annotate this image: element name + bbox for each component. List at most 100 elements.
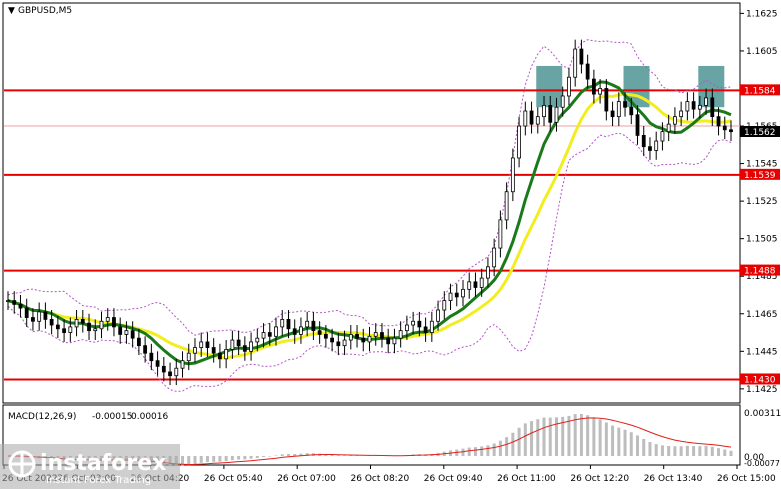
x-tick-label: 26 Oct 13:40 [644,474,703,484]
macd-signal-value: 0.00016 [131,412,168,422]
candle-body [598,88,603,95]
candle-body [93,328,98,332]
level-tag-label: 1.1539 [744,171,776,181]
instaforex-logo-icon [8,450,36,478]
candle-body [498,219,503,249]
x-tick-label: 26 Oct 07:00 [277,474,336,484]
macd-main-value: -0.00015 [92,412,132,422]
candle-body [386,337,391,345]
candle-body [560,95,565,108]
candle-body [648,146,652,151]
current-price-label: 1.1562 [744,128,776,138]
candle-body [112,317,116,328]
candle-body [230,339,235,350]
level-tag [740,84,780,96]
candle-body [280,318,285,328]
candle-body [641,135,646,148]
candle-body [286,318,291,330]
candle-body [367,335,372,343]
level-tag-label: 1.1488 [744,267,776,277]
resistance-zone [536,65,563,108]
candle-body [691,101,696,110]
candle-body [143,345,148,354]
candle-body [55,324,60,330]
candle-body [685,101,690,112]
candle-body [6,300,10,303]
candle-body [429,320,434,333]
candle-body [442,300,447,311]
candle-body [654,140,659,151]
candle-body [211,347,216,354]
candle-body [24,307,29,318]
price-pane [2,2,741,404]
candle-body [436,309,440,322]
candle-body [68,326,73,333]
candle-body [261,332,266,339]
candle-body [722,125,727,131]
candle-body [336,341,341,347]
candle-body [629,106,634,116]
macd-tick-bottom: -0.00077 [744,459,780,468]
candle-body [666,123,671,133]
candle-body [660,131,665,142]
candle-body [355,334,359,339]
x-tick-label: 26 Oct 15:00 [717,474,776,484]
candle-body [136,337,141,347]
candle-body [224,349,229,360]
y-tick-label: 1.1605 [746,47,778,57]
candle-body [236,339,241,347]
candle-body [486,266,490,279]
candle-body [311,320,316,332]
candle-body [274,326,278,337]
candle-body [348,334,353,341]
candle-body [567,76,571,97]
candle-body [87,322,91,332]
candle-body [180,360,185,369]
candle-body [697,104,702,110]
candle-body [473,281,478,288]
candle-body [31,317,35,322]
candle-body [118,326,123,335]
current-price-tag [740,126,780,137]
candle-body [510,157,515,193]
candle-body [155,360,160,367]
watermark-brand: instaforex [40,451,166,476]
candle-body [554,106,559,123]
candle-body [504,191,509,221]
y-tick-label: 1.1625 [746,9,778,19]
candle-body [37,311,42,322]
band-upper [7,39,732,336]
band-lower [7,132,732,392]
candle-body [218,352,222,360]
y-tick-label: 1.1465 [746,310,778,320]
candle-body [12,300,17,305]
candle-body [404,324,409,332]
candle-body [323,334,328,339]
candle-body [380,332,384,339]
candle-body [579,48,584,65]
candle-body [573,48,578,78]
candle-body [80,318,85,324]
macd-tick-top: 0.00311 [744,409,781,419]
macd-label: MACD(12,26,9) [8,412,76,422]
candle-body [105,317,110,322]
symbol-title: GBPUSD,M5 [18,6,72,16]
x-tick-label: 26 Oct 05:40 [204,474,263,484]
candle-body [729,129,733,133]
candle-body [161,365,166,373]
level-tag-label: 1.1584 [744,86,776,96]
candle-body [342,339,347,347]
watermark-backdrop [0,444,180,489]
candle-body [585,63,590,80]
y-tick-label: 1.1505 [746,235,778,245]
candle-body [398,330,403,339]
candle-body [18,303,23,309]
y-tick-label: 1.1545 [746,160,778,170]
candle-body [242,345,247,352]
candle-body [205,341,210,348]
x-tick-label: 26 Oct 09:40 [424,474,483,484]
y-tick-label: 1.1525 [746,197,778,207]
candle-body [317,330,322,335]
